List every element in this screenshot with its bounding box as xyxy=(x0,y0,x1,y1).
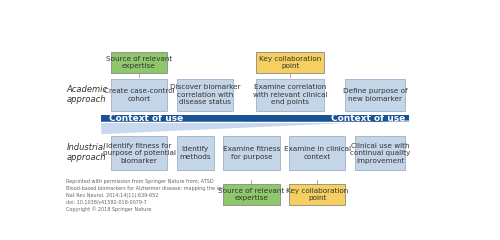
FancyBboxPatch shape xyxy=(111,52,167,73)
Text: Discover biomarker
correlation with
disease status: Discover biomarker correlation with dise… xyxy=(170,84,240,105)
FancyBboxPatch shape xyxy=(111,79,167,111)
FancyBboxPatch shape xyxy=(224,136,280,170)
Text: Source of relevant
expertise: Source of relevant expertise xyxy=(106,56,172,69)
FancyBboxPatch shape xyxy=(256,79,324,111)
FancyBboxPatch shape xyxy=(355,136,406,170)
Text: Identify fitness for
purpose of potential
biomarker: Identify fitness for purpose of potentia… xyxy=(102,143,176,164)
Text: Academic
approach: Academic approach xyxy=(66,85,107,104)
Text: Source of relevant
expertise: Source of relevant expertise xyxy=(218,188,284,201)
FancyBboxPatch shape xyxy=(346,79,406,111)
Text: Examine fitness
for purpose: Examine fitness for purpose xyxy=(222,146,280,160)
Text: Key collaboration
point: Key collaboration point xyxy=(286,188,348,201)
FancyBboxPatch shape xyxy=(177,79,233,111)
FancyBboxPatch shape xyxy=(224,184,280,205)
Text: Clinical use with
continual quality
improvement: Clinical use with continual quality impr… xyxy=(350,143,410,164)
Text: Key collaboration
point: Key collaboration point xyxy=(259,56,322,69)
Text: Define purpose of
new biomarker: Define purpose of new biomarker xyxy=(343,88,407,102)
Polygon shape xyxy=(101,120,410,134)
Text: Context of use: Context of use xyxy=(331,114,406,123)
Text: Industrial
approach: Industrial approach xyxy=(67,143,106,162)
FancyBboxPatch shape xyxy=(111,136,167,170)
Text: Examine in clinical
context: Examine in clinical context xyxy=(284,146,351,160)
Text: Reprinted with permission from Springer Nature from: ATSD
Blood-based biomarkers: Reprinted with permission from Springer … xyxy=(66,180,260,212)
FancyBboxPatch shape xyxy=(256,52,324,73)
Text: Examine correlation
with relevant clinical
end points: Examine correlation with relevant clinic… xyxy=(253,84,328,105)
Text: Identify
methods: Identify methods xyxy=(180,146,211,160)
Polygon shape xyxy=(101,115,410,122)
FancyBboxPatch shape xyxy=(177,136,214,170)
Text: Create case-control
cohort: Create case-control cohort xyxy=(104,88,174,102)
FancyBboxPatch shape xyxy=(289,136,346,170)
Text: Context of use: Context of use xyxy=(109,114,183,123)
FancyBboxPatch shape xyxy=(289,184,346,205)
